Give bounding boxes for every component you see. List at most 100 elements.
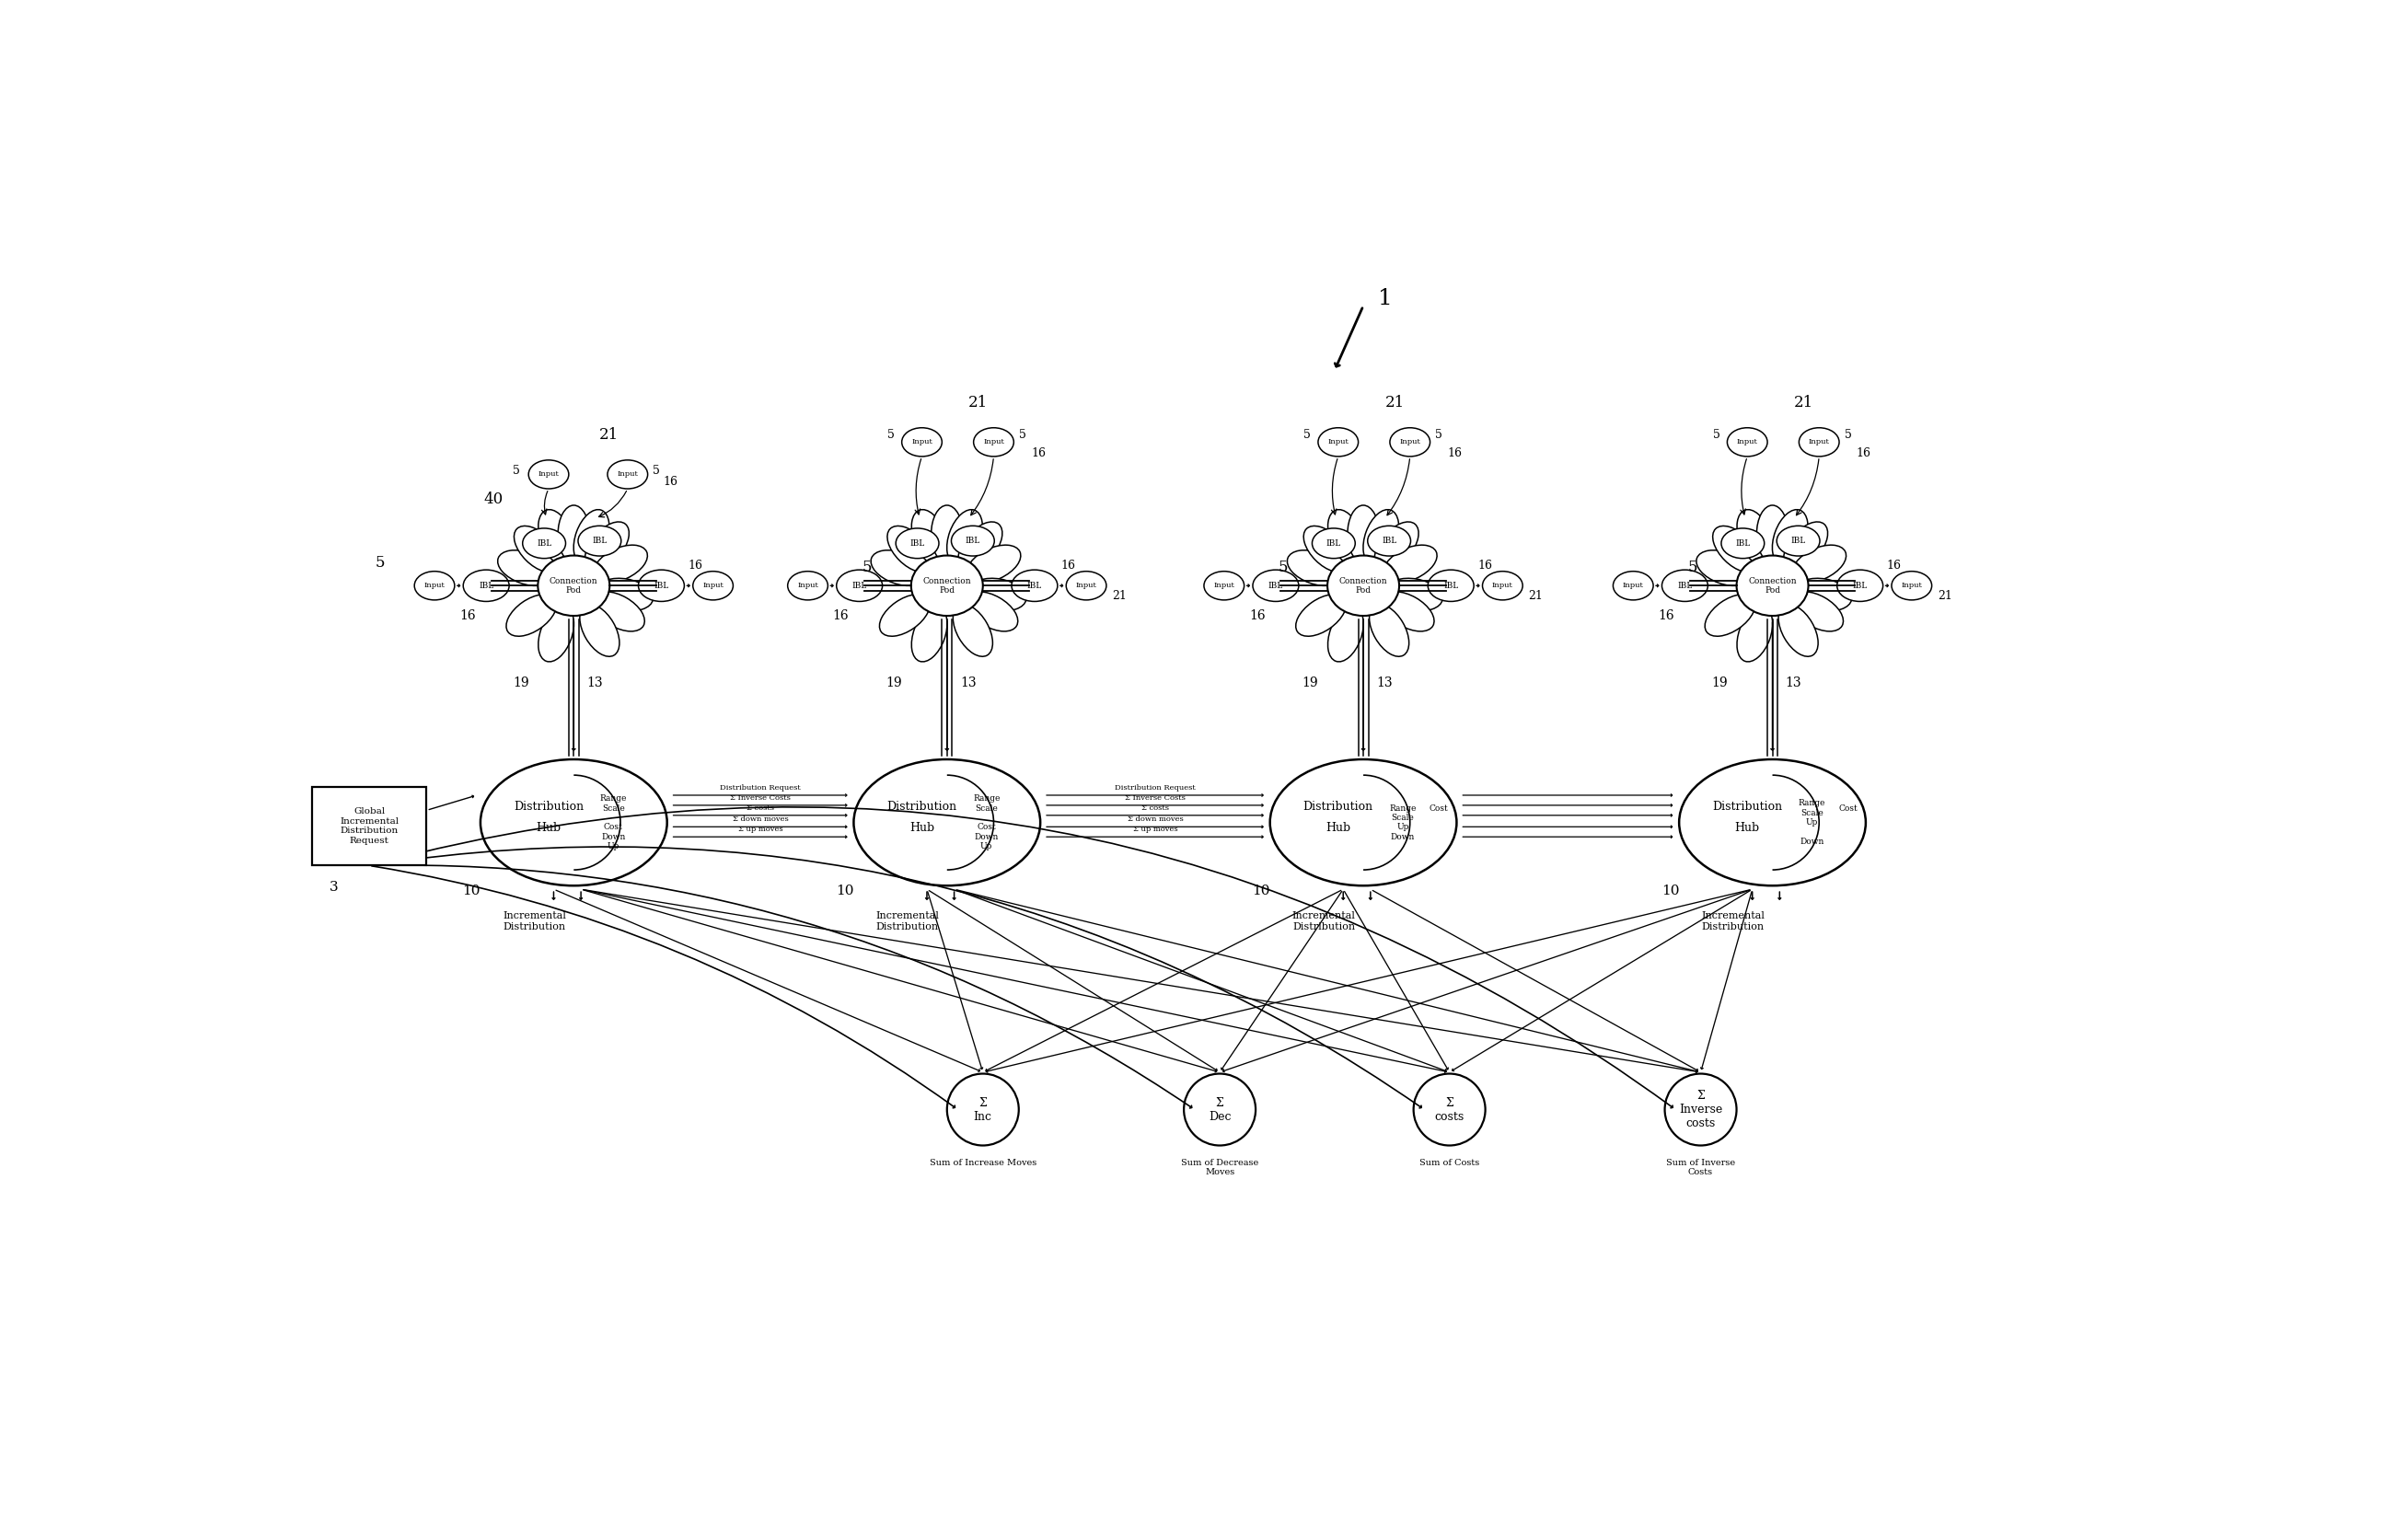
Text: 5: 5 bbox=[1279, 561, 1288, 576]
Text: Distribution: Distribution bbox=[886, 801, 956, 812]
Ellipse shape bbox=[1784, 521, 1828, 570]
Ellipse shape bbox=[1296, 594, 1346, 636]
Ellipse shape bbox=[1727, 427, 1767, 456]
Ellipse shape bbox=[527, 461, 568, 489]
Ellipse shape bbox=[896, 529, 939, 559]
Ellipse shape bbox=[638, 570, 684, 601]
Text: IBL: IBL bbox=[1269, 582, 1283, 589]
Text: 5: 5 bbox=[1712, 429, 1719, 441]
Text: Σ Inverse Costs: Σ Inverse Costs bbox=[1125, 794, 1185, 801]
Text: Input: Input bbox=[797, 582, 819, 589]
Ellipse shape bbox=[1613, 571, 1654, 600]
Text: Hub: Hub bbox=[537, 823, 561, 835]
Text: Σ down moves: Σ down moves bbox=[1127, 817, 1182, 823]
Text: Connection
Pod: Connection Pod bbox=[1339, 577, 1387, 594]
Ellipse shape bbox=[946, 509, 982, 565]
Text: Input: Input bbox=[1808, 438, 1830, 445]
Text: 16: 16 bbox=[833, 609, 850, 623]
Text: 16: 16 bbox=[1062, 559, 1076, 571]
Ellipse shape bbox=[1303, 526, 1351, 573]
Ellipse shape bbox=[1011, 570, 1057, 601]
Ellipse shape bbox=[1662, 570, 1707, 601]
Ellipse shape bbox=[1777, 526, 1820, 556]
Text: Input: Input bbox=[703, 582, 722, 589]
Text: Connection
Pod: Connection Pod bbox=[922, 577, 970, 594]
Text: Σ
costs: Σ costs bbox=[1435, 1097, 1464, 1123]
Ellipse shape bbox=[1483, 571, 1522, 600]
Text: Connection
Pod: Connection Pod bbox=[1748, 577, 1796, 594]
Text: Input: Input bbox=[982, 438, 1004, 445]
Text: Hub: Hub bbox=[1327, 823, 1351, 835]
Text: Sum of Increase Moves: Sum of Increase Moves bbox=[929, 1159, 1035, 1167]
Ellipse shape bbox=[1269, 759, 1457, 886]
Text: Input: Input bbox=[424, 582, 445, 589]
Ellipse shape bbox=[539, 606, 573, 662]
Text: IBL: IBL bbox=[537, 539, 551, 547]
Text: Σ down moves: Σ down moves bbox=[732, 817, 787, 823]
Ellipse shape bbox=[1893, 571, 1931, 600]
Text: 13: 13 bbox=[961, 676, 975, 689]
Ellipse shape bbox=[462, 570, 508, 601]
Text: Σ costs: Σ costs bbox=[746, 804, 775, 812]
Ellipse shape bbox=[1736, 606, 1772, 662]
Text: Incremental
Distribution: Incremental Distribution bbox=[503, 912, 566, 932]
Ellipse shape bbox=[1736, 556, 1808, 615]
Ellipse shape bbox=[1792, 545, 1847, 583]
Ellipse shape bbox=[1327, 606, 1363, 662]
Ellipse shape bbox=[1413, 1074, 1486, 1145]
Text: 21: 21 bbox=[1112, 591, 1127, 603]
Ellipse shape bbox=[910, 556, 982, 615]
Ellipse shape bbox=[932, 506, 963, 562]
Ellipse shape bbox=[1794, 579, 1852, 611]
Text: IBL: IBL bbox=[1736, 539, 1751, 547]
Text: 21: 21 bbox=[1529, 591, 1544, 603]
Text: 19: 19 bbox=[513, 676, 530, 689]
Text: IBL: IBL bbox=[1327, 539, 1341, 547]
Text: Distribution Request: Distribution Request bbox=[1115, 785, 1194, 792]
Text: Input: Input bbox=[1399, 438, 1421, 445]
Text: IBL: IBL bbox=[1792, 536, 1806, 545]
Text: 21: 21 bbox=[1385, 395, 1404, 411]
Ellipse shape bbox=[1664, 1074, 1736, 1145]
Text: 10: 10 bbox=[1662, 885, 1678, 897]
Text: Cost: Cost bbox=[1837, 804, 1857, 812]
Ellipse shape bbox=[970, 579, 1026, 611]
Text: Hub: Hub bbox=[910, 823, 934, 835]
Text: 1: 1 bbox=[1377, 288, 1392, 309]
Text: Sum of Inverse
Costs: Sum of Inverse Costs bbox=[1666, 1159, 1736, 1176]
Text: Range
Scale

Cost
Down
Up: Range Scale Cost Down Up bbox=[973, 794, 999, 850]
Ellipse shape bbox=[1368, 526, 1411, 556]
Text: 21: 21 bbox=[1938, 591, 1953, 603]
Text: 19: 19 bbox=[1712, 676, 1727, 689]
Ellipse shape bbox=[958, 521, 1002, 570]
Text: 5: 5 bbox=[376, 554, 385, 571]
Ellipse shape bbox=[886, 526, 934, 573]
Text: Input: Input bbox=[1076, 582, 1096, 589]
Text: IBL: IBL bbox=[852, 582, 867, 589]
Ellipse shape bbox=[1382, 545, 1438, 583]
Ellipse shape bbox=[694, 571, 732, 600]
Text: Range
Scale
Up

Down: Range Scale Up Down bbox=[1799, 800, 1825, 845]
Ellipse shape bbox=[573, 509, 609, 565]
Ellipse shape bbox=[580, 604, 619, 656]
Ellipse shape bbox=[1736, 509, 1772, 565]
Ellipse shape bbox=[1363, 509, 1399, 565]
Text: Σ
Dec: Σ Dec bbox=[1209, 1097, 1230, 1123]
Text: 21: 21 bbox=[1794, 395, 1813, 411]
Text: 16: 16 bbox=[689, 559, 703, 571]
Text: Σ up moves: Σ up moves bbox=[737, 826, 783, 833]
Text: IBL: IBL bbox=[1678, 582, 1693, 589]
Text: 16: 16 bbox=[460, 609, 477, 623]
Text: Input: Input bbox=[1327, 438, 1348, 445]
Ellipse shape bbox=[506, 594, 556, 636]
Ellipse shape bbox=[836, 570, 881, 601]
Text: Input: Input bbox=[1493, 582, 1512, 589]
Text: 16: 16 bbox=[665, 476, 679, 488]
Ellipse shape bbox=[973, 427, 1014, 456]
Text: 5: 5 bbox=[1303, 429, 1310, 441]
Ellipse shape bbox=[1678, 759, 1866, 886]
Ellipse shape bbox=[1758, 506, 1789, 562]
Text: 5: 5 bbox=[862, 561, 872, 576]
Text: 21: 21 bbox=[968, 395, 987, 411]
Text: 16: 16 bbox=[1885, 559, 1902, 571]
